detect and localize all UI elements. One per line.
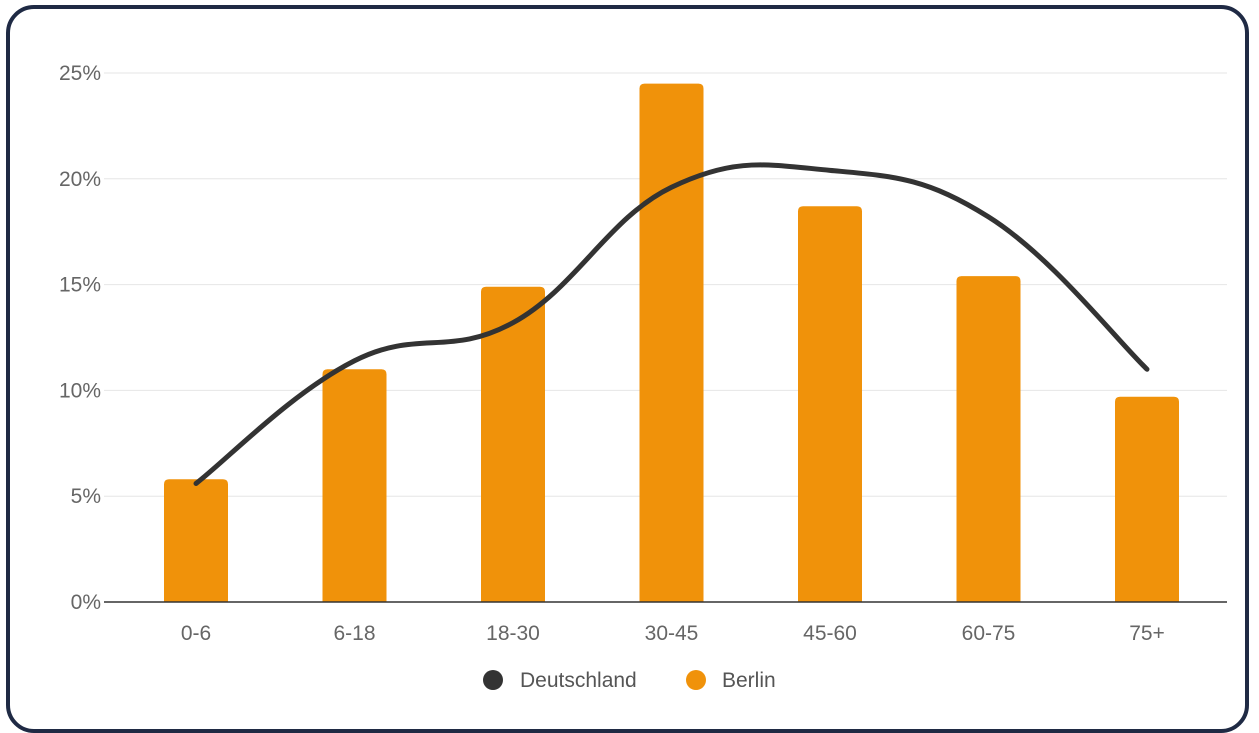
line-series-deutschland xyxy=(193,162,1150,487)
bar-75+ xyxy=(1115,396,1179,602)
bar-30-45 xyxy=(639,83,704,602)
bar-6-18 xyxy=(322,369,387,602)
x-tick-label: 6-18 xyxy=(333,622,375,645)
chart-card xyxy=(6,5,1249,733)
bar-18-30 xyxy=(481,286,545,602)
legend-label-deutschland: Deutschland xyxy=(520,669,637,692)
y-tick-label: 20% xyxy=(59,168,101,191)
y-tick-label: 10% xyxy=(59,379,101,402)
y-tick-label: 5% xyxy=(71,485,101,508)
legend-label-berlin: Berlin xyxy=(722,669,776,692)
x-tick-label: 18-30 xyxy=(486,622,540,645)
x-tick-label: 30-45 xyxy=(645,622,699,645)
legend-marker-berlin xyxy=(686,670,706,690)
bar-0-6 xyxy=(164,479,228,602)
bar-60-75 xyxy=(956,276,1021,602)
x-tick-label: 45-60 xyxy=(803,622,857,645)
bar-series-berlin xyxy=(164,83,1179,603)
y-tick-label: 0% xyxy=(71,591,101,614)
x-axis-ticks: 0-6 6-18 18-30 30-45 45-60 60-75 75+ xyxy=(181,622,1165,645)
bar-45-60 xyxy=(798,206,862,603)
y-tick-label: 25% xyxy=(59,62,101,85)
legend-marker-deutschland xyxy=(483,670,503,690)
legend: Deutschland Berlin xyxy=(483,669,776,692)
y-tick-label: 15% xyxy=(59,274,101,297)
x-tick-label: 75+ xyxy=(1129,622,1165,645)
y-axis-ticks: 0% 5% 10% 15% 20% 25% xyxy=(59,62,101,614)
x-tick-label: 60-75 xyxy=(962,622,1016,645)
x-tick-label: 0-6 xyxy=(181,622,211,645)
